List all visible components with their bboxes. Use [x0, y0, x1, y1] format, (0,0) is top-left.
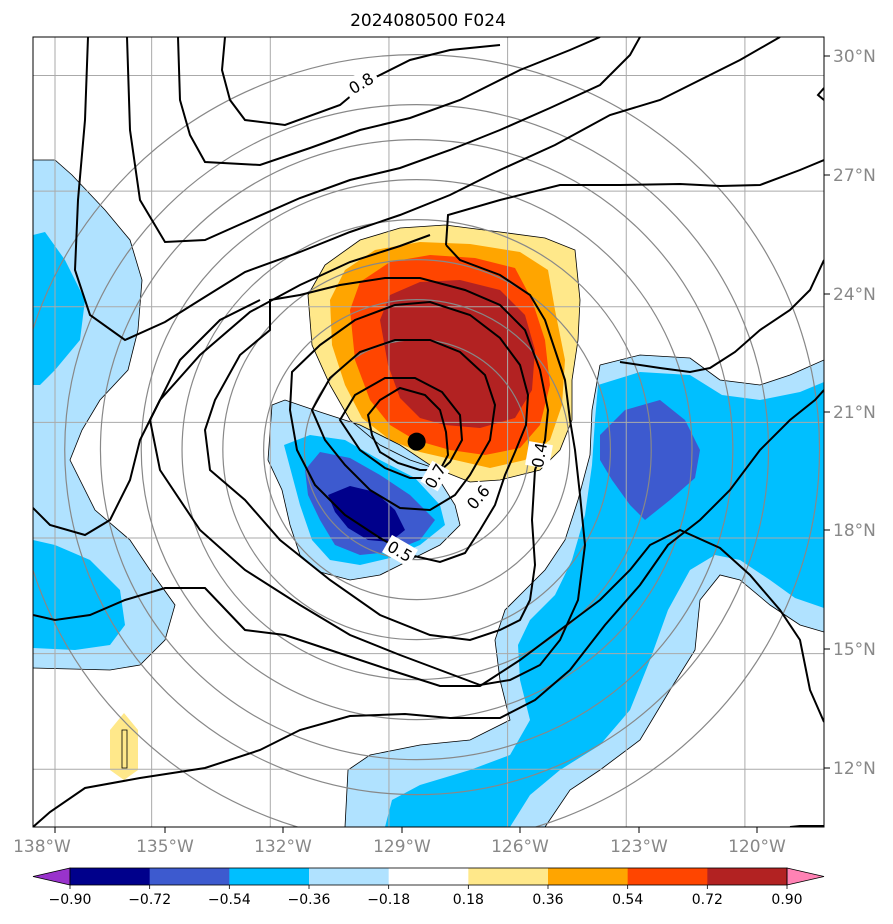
thin-outlines	[33, 159, 824, 827]
colorbar: −0.90 −0.72 −0.54 −0.36 −0.18 0.18 0.36 0.54 0.7…	[32, 867, 825, 908]
colorbar-segment	[548, 868, 629, 885]
outline-east	[344, 354, 824, 827]
contour-3	[126, 37, 641, 244]
chart-title: 2024080500 F024	[350, 11, 506, 31]
range-ring-6	[99, 139, 734, 761]
range-ring-5	[140, 179, 693, 721]
contour-11	[338, 377, 464, 479]
x-tick-label: 132°W	[254, 837, 312, 857]
colorbar-tick-label: 0.18	[453, 892, 484, 908]
x-axis: 138°W 135°W 132°W 129°W 126°W 123°W 120°…	[13, 827, 786, 857]
colorbar-segment	[388, 868, 469, 885]
contour-label-bg-2	[420, 460, 450, 492]
contour-9	[288, 300, 530, 564]
range-ring-3	[222, 259, 612, 641]
contour-6	[445, 159, 824, 246]
colorbar-segment	[707, 868, 788, 885]
range-ring-8	[33, 54, 821, 827]
shade-neg-east-mid	[385, 372, 824, 827]
colorbar-tick-label: 0.72	[692, 892, 723, 908]
shade-pos-darkred	[380, 280, 535, 428]
contour-label-bg-4	[382, 534, 418, 568]
colorbar-segment	[70, 868, 151, 885]
y-tick-label: 15°N	[833, 640, 876, 660]
colorbar-tick-label: −0.54	[208, 892, 251, 908]
contour-4	[73, 37, 781, 342]
contour-label-bg-5	[525, 441, 553, 469]
storm-center-marker	[407, 432, 426, 451]
colorbar-extend-low	[32, 867, 71, 886]
range-ring-7	[64, 104, 770, 796]
x-tick-label: 135°W	[136, 837, 194, 857]
contour-2	[177, 37, 601, 167]
contour-14	[33, 389, 824, 827]
shade-neg-storm-navy	[328, 486, 405, 542]
shade-pos-small-yellow	[110, 713, 138, 780]
colorbar-tick-label: −0.72	[128, 892, 171, 908]
colorbar-segment	[468, 868, 549, 885]
contour-1	[220, 37, 371, 127]
colorbar-frame	[69, 867, 788, 886]
colorbar-segment	[627, 868, 708, 885]
colorbar-segment	[149, 868, 230, 885]
colorbar-tick-label: 0.54	[612, 892, 643, 908]
x-tick-label: 138°W	[13, 837, 71, 857]
outline-storm	[307, 224, 581, 483]
colorbar-segment	[229, 868, 310, 885]
colorbar-tick-label: −0.36	[288, 892, 331, 908]
shade-neg-west-mid2	[33, 540, 125, 650]
contour-13	[33, 528, 824, 723]
shade-neg-east-dark	[600, 400, 700, 520]
colorbar-tick-label: 0.90	[771, 892, 802, 908]
outline-small-blob	[121, 729, 128, 769]
contour-15	[619, 259, 824, 374]
shade-neg-west-mid	[33, 232, 85, 385]
y-tick-label: 12°N	[833, 759, 876, 779]
contour-label-bg-3	[461, 480, 495, 514]
contour-12	[366, 386, 450, 471]
y-tick-label: 21°N	[833, 403, 876, 423]
x-tick-label: 120°W	[728, 837, 786, 857]
colorbar-tick-label: −0.18	[367, 892, 410, 908]
y-axis: 12°N 15°N 18°N 21°N 24°N 27°N 30°N	[824, 47, 876, 779]
y-tick-label: 18°N	[833, 521, 876, 541]
colorbar-segment	[309, 868, 390, 885]
x-tick-label: 129°W	[373, 837, 431, 857]
contour-label-0-4: 0.4	[528, 441, 551, 469]
gridlines	[33, 37, 824, 827]
colorbar-tick-label: −0.90	[49, 892, 92, 908]
map-frame	[32, 36, 825, 828]
y-tick-label: 27°N	[833, 166, 876, 186]
x-tick-label: 123°W	[610, 837, 668, 857]
contour-1b	[369, 44, 501, 81]
colorbar-extend-high	[786, 867, 825, 886]
colorbar-tick-label: 0.36	[532, 892, 563, 908]
outline-west	[33, 159, 176, 671]
map-plot-area: 0.8 0.7 0.6 0.5 0.4	[33, 37, 824, 827]
contour-10	[310, 339, 497, 512]
x-tick-label: 126°W	[491, 837, 549, 857]
contour-8	[203, 277, 550, 642]
contour-16	[816, 87, 824, 101]
contour-7	[148, 244, 587, 687]
range-ring-2	[263, 299, 571, 601]
y-tick-label: 24°N	[833, 285, 876, 305]
contours	[33, 37, 824, 827]
y-tick-label: 30°N	[833, 47, 876, 67]
range-ring-4	[181, 219, 652, 681]
contour-label-bg-1	[341, 65, 381, 101]
